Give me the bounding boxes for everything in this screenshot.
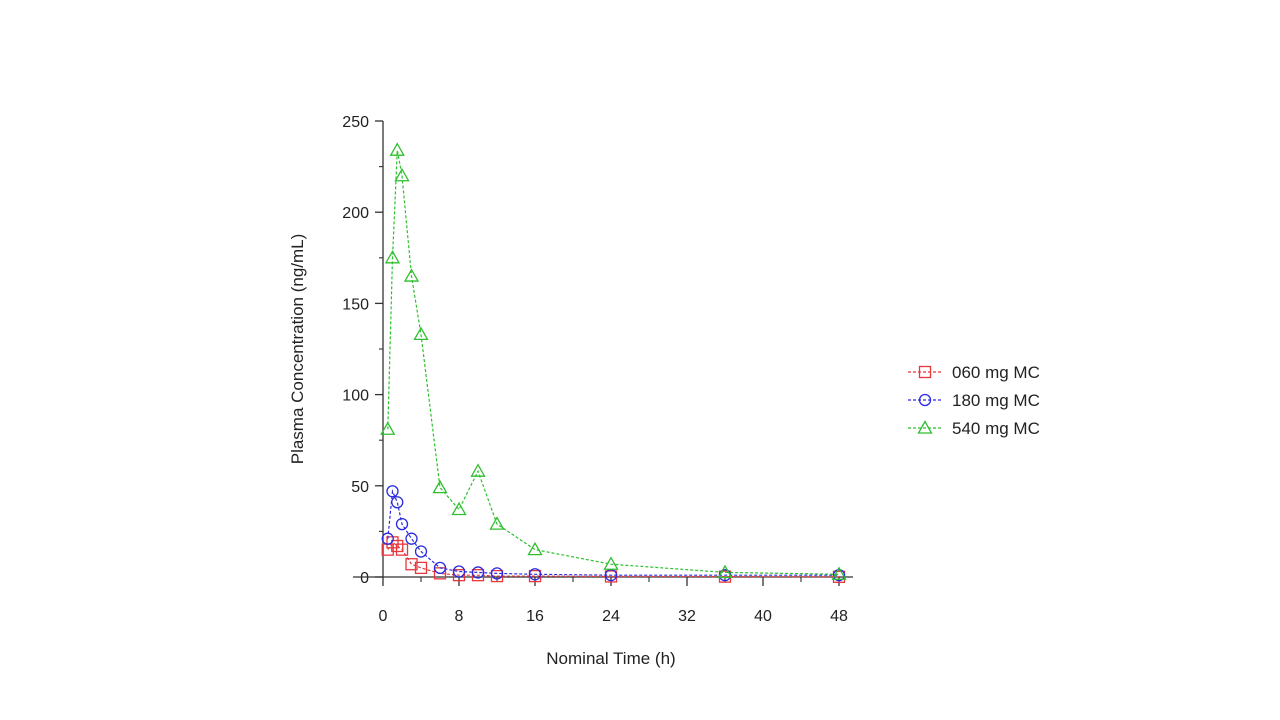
legend-swatch-marker xyxy=(917,420,933,434)
y-tick-label: 0 xyxy=(360,570,369,587)
data-point xyxy=(471,566,485,579)
data-point xyxy=(489,516,505,530)
x-tick-label: 16 xyxy=(526,608,544,625)
series-line xyxy=(387,541,840,578)
data-point xyxy=(452,565,466,578)
data-point xyxy=(391,496,404,509)
x-axis: 0 8 16 24 32 40 48 xyxy=(353,576,853,625)
data-point xyxy=(831,566,847,580)
y-tick-label: 100 xyxy=(342,388,369,405)
x-tick-label: 40 xyxy=(754,608,772,625)
legend-label: 540 mg MC xyxy=(952,419,1040,438)
series-line xyxy=(387,150,840,575)
x-tick-label: 48 xyxy=(830,608,848,625)
legend-item: 540 mg MC xyxy=(908,419,1040,438)
legend-label: 060 mg MC xyxy=(952,363,1040,382)
data-point xyxy=(528,568,542,581)
data-point xyxy=(433,561,447,575)
data-point xyxy=(395,543,409,556)
data-point xyxy=(405,532,418,545)
x-axis-label: Nominal Time (h) xyxy=(546,649,675,668)
data-point xyxy=(527,541,543,556)
data-point xyxy=(403,268,420,282)
legend-swatch-marker xyxy=(918,393,932,407)
data-point xyxy=(432,479,448,494)
data-point xyxy=(384,249,401,264)
data-point xyxy=(394,167,410,182)
data-point xyxy=(386,485,399,498)
data-point xyxy=(451,501,467,516)
x-tick-label: 24 xyxy=(602,608,620,625)
x-tick-label: 0 xyxy=(379,608,388,625)
data-point xyxy=(717,564,733,579)
y-tick-label: 200 xyxy=(342,205,369,222)
x-tick-label: 32 xyxy=(678,608,696,625)
legend: 060 mg MC 180 mg MC 540 mg MC xyxy=(908,363,1040,438)
series-lines xyxy=(380,142,847,583)
data-point xyxy=(603,556,619,570)
data-point xyxy=(452,569,466,582)
y-axis-label: Plasma Concentration (ng/mL) xyxy=(288,234,307,465)
legend-item: 180 mg MC xyxy=(908,391,1040,410)
data-point xyxy=(405,558,418,571)
data-point xyxy=(490,567,504,580)
y-tick-label: 150 xyxy=(342,296,369,313)
y-tick-label: 50 xyxy=(351,479,369,496)
data-point xyxy=(381,532,394,545)
data-point xyxy=(832,569,846,582)
series-2 xyxy=(380,142,847,580)
data-point xyxy=(414,561,428,575)
legend-swatch-marker xyxy=(918,365,932,379)
series-line xyxy=(387,488,839,576)
data-point xyxy=(395,517,409,531)
series-1 xyxy=(381,485,846,582)
data-point xyxy=(414,545,428,558)
legend-item: 060 mg MC xyxy=(908,363,1040,382)
data-point xyxy=(470,463,486,477)
x-tick-label: 8 xyxy=(455,608,464,625)
legend-label: 180 mg MC xyxy=(952,391,1040,410)
data-point xyxy=(391,539,404,553)
data-point xyxy=(380,421,396,435)
y-tick-label: 250 xyxy=(342,114,369,131)
data-point xyxy=(413,326,429,341)
y-axis: 0 50 100 150 200 250 xyxy=(342,114,384,587)
data-point xyxy=(389,142,405,156)
